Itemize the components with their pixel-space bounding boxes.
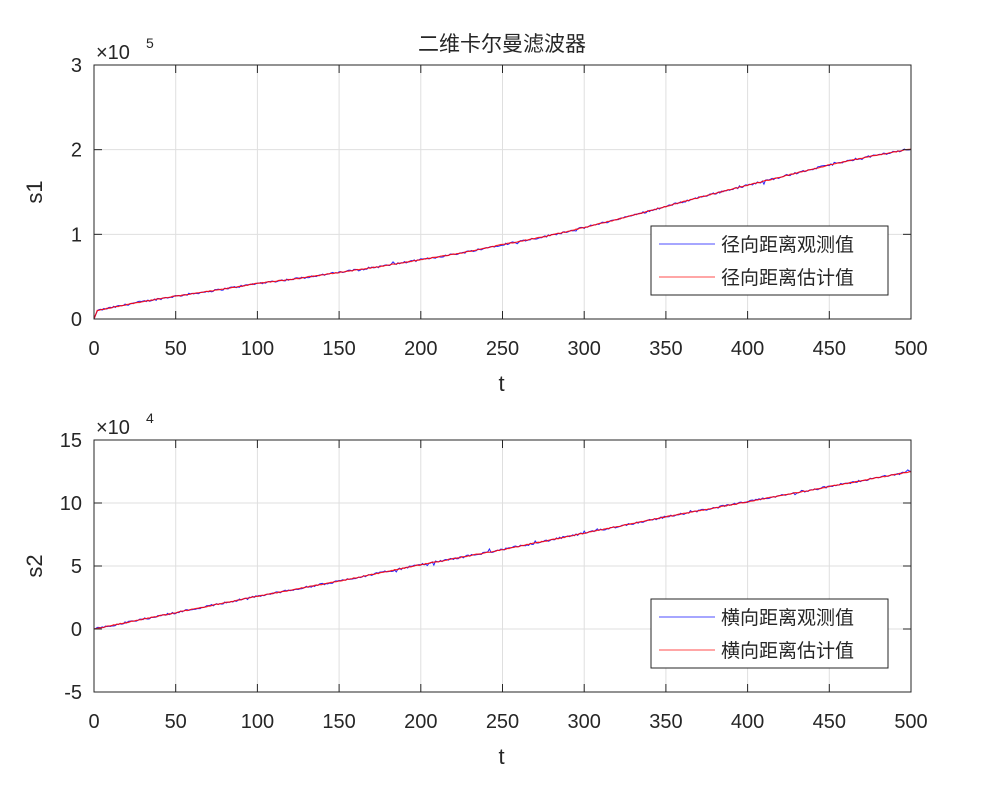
y-tick-label: -5 [64,682,82,704]
ticks-s2 [93,439,912,693]
series-s1 [93,148,912,320]
series-line-estimate [93,148,912,320]
x-tick-label: 350 [649,711,682,733]
legend-label-observed-s2: 横向距离观测值 [721,607,854,629]
x-tick-label: 500 [894,338,927,360]
y-exponent-value-s1: 5 [146,35,154,51]
legend-box-s2 [650,598,889,669]
series-s2 [93,469,912,630]
x-tick-label: 350 [649,338,682,360]
y-tick-label: 3 [71,55,82,77]
y-tick-labels-s2: -5 0 5 10 15 [60,430,82,704]
x-tick-label: 200 [404,711,437,733]
legend-s1[interactable]: 径向距离观测值 径向距离估计值 [650,225,889,296]
legend-label-estimate-s2: 横向距离估计值 [721,640,854,662]
y-axis-label-s1: s1 [22,180,47,203]
x-tick-label: 450 [813,711,846,733]
ticks-s1 [93,64,912,320]
y-axis-label-s2: s2 [22,554,47,577]
x-tick-label: 50 [165,338,187,360]
x-tick-label: 500 [894,711,927,733]
x-tick-label: 250 [486,338,519,360]
x-tick-label: 250 [486,711,519,733]
y-exponent-label-s1: ×10 [96,42,130,64]
y-exponent-label-s2: ×10 [96,417,130,439]
x-tick-label: 50 [165,711,187,733]
x-tick-label: 100 [241,338,274,360]
x-tick-label: 150 [322,711,355,733]
x-tick-label: 0 [88,711,99,733]
figure-title: 二维卡尔曼滤波器 [418,32,586,56]
x-tick-label: 0 [88,338,99,360]
x-tick-labels-s2: 0 50 100 150 200 250 300 350 400 450 500 [88,711,927,733]
legend-label-observed-s1: 径向距离观测值 [721,234,854,256]
x-axis-label-s2: t [498,744,504,769]
legend-box-s1 [650,225,889,296]
x-tick-label: 150 [322,338,355,360]
y-tick-label: 5 [71,556,82,578]
x-tick-label: 200 [404,338,437,360]
x-tick-label: 100 [241,711,274,733]
x-axis-label-s1: t [498,371,504,396]
y-tick-label: 0 [71,619,82,641]
y-tick-label: 1 [71,224,82,246]
x-tick-label: 300 [568,711,601,733]
x-tick-label: 400 [731,711,764,733]
y-tick-label: 10 [60,493,82,515]
subplot-s2: 0 50 100 150 200 250 300 350 400 450 500 -5051015 … [22,410,928,769]
y-exponent-value-s2: 4 [146,410,154,426]
x-tick-labels-s1: 0 50 100 150 200 250 300 350 400 450 500 [88,338,927,360]
y-tick-label: 0 [71,309,82,331]
series-line-estimate [93,470,912,630]
x-tick-label: 400 [731,338,764,360]
y-tick-label: 2 [71,140,82,162]
y-tick-label: 15 [60,430,82,452]
x-tick-label: 450 [813,338,846,360]
y-tick-labels-s1: 0 1 2 3 [71,55,82,331]
x-tick-label: 300 [568,338,601,360]
legend-s2[interactable]: 横向距离观测值 横向距离估计值 [650,598,889,669]
legend-label-estimate-s1: 径向距离估计值 [721,267,854,289]
